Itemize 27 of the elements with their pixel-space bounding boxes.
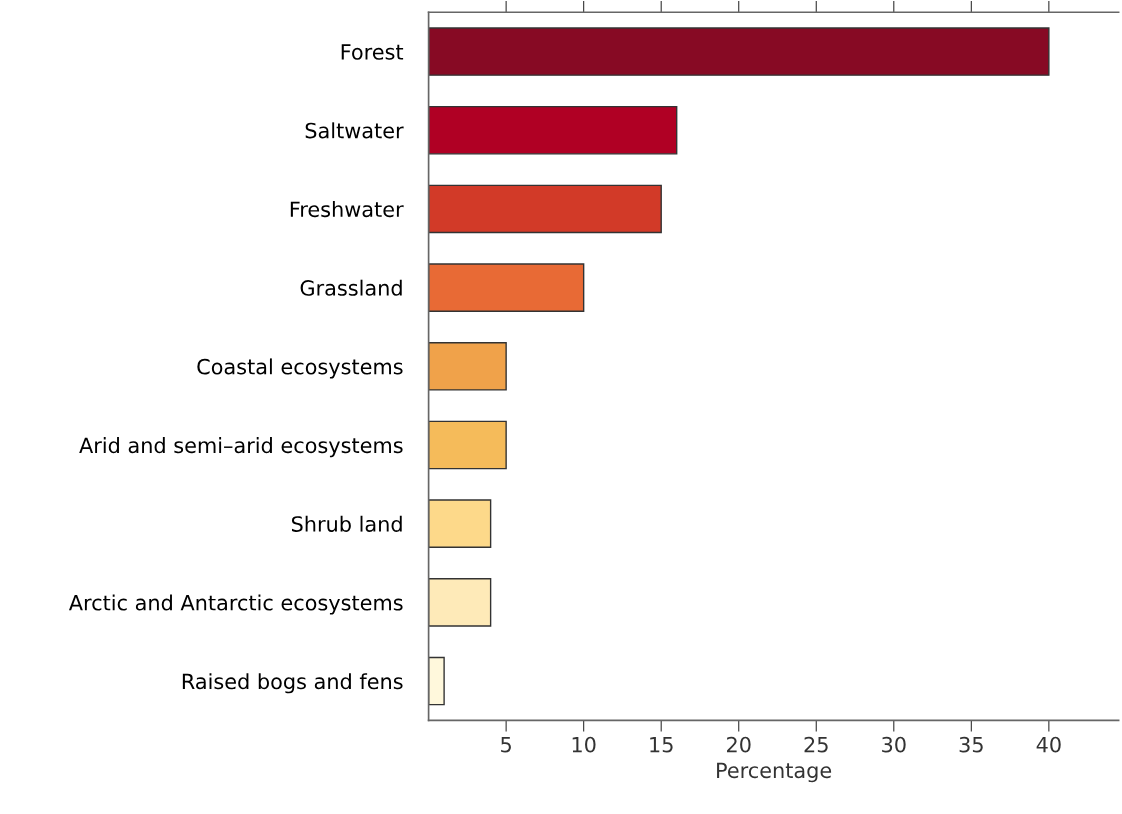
bar	[428, 263, 585, 312]
bar	[428, 27, 1050, 76]
x-tick-label: 35	[959, 736, 983, 753]
x-tick-label: 10	[572, 736, 596, 753]
y-tick-label: Arid and semi–arid ecosystems	[79, 437, 403, 458]
x-axis-title: Percentage	[717, 762, 832, 783]
bar	[428, 341, 507, 391]
x-tick-label: 25	[804, 736, 828, 753]
y-tick-label: Freshwater	[290, 201, 404, 218]
bar	[428, 105, 678, 155]
x-tick-label: 5	[501, 737, 511, 753]
y-tick-label: Grassland	[300, 279, 402, 296]
y-tick-label: Coastal ecosystems	[197, 358, 403, 379]
bar	[428, 420, 507, 470]
y-tick-label: Saltwater	[305, 122, 404, 139]
y-tick-label: Raised bogs and fens	[182, 673, 403, 694]
bar	[428, 499, 492, 548]
y-tick-label: Arctic and Antarctic ecosystems	[68, 594, 403, 615]
x-tick-label: 15	[650, 737, 673, 753]
y-tick-label: Forest	[341, 44, 404, 60]
y-tick-label: Shrub land	[291, 515, 402, 532]
x-tick-label: 30	[882, 736, 906, 753]
x-tick-label: 40	[1036, 736, 1061, 753]
bar	[428, 184, 662, 234]
x-tick-label: 20	[727, 736, 751, 753]
bar	[428, 578, 492, 627]
bar	[428, 656, 445, 706]
